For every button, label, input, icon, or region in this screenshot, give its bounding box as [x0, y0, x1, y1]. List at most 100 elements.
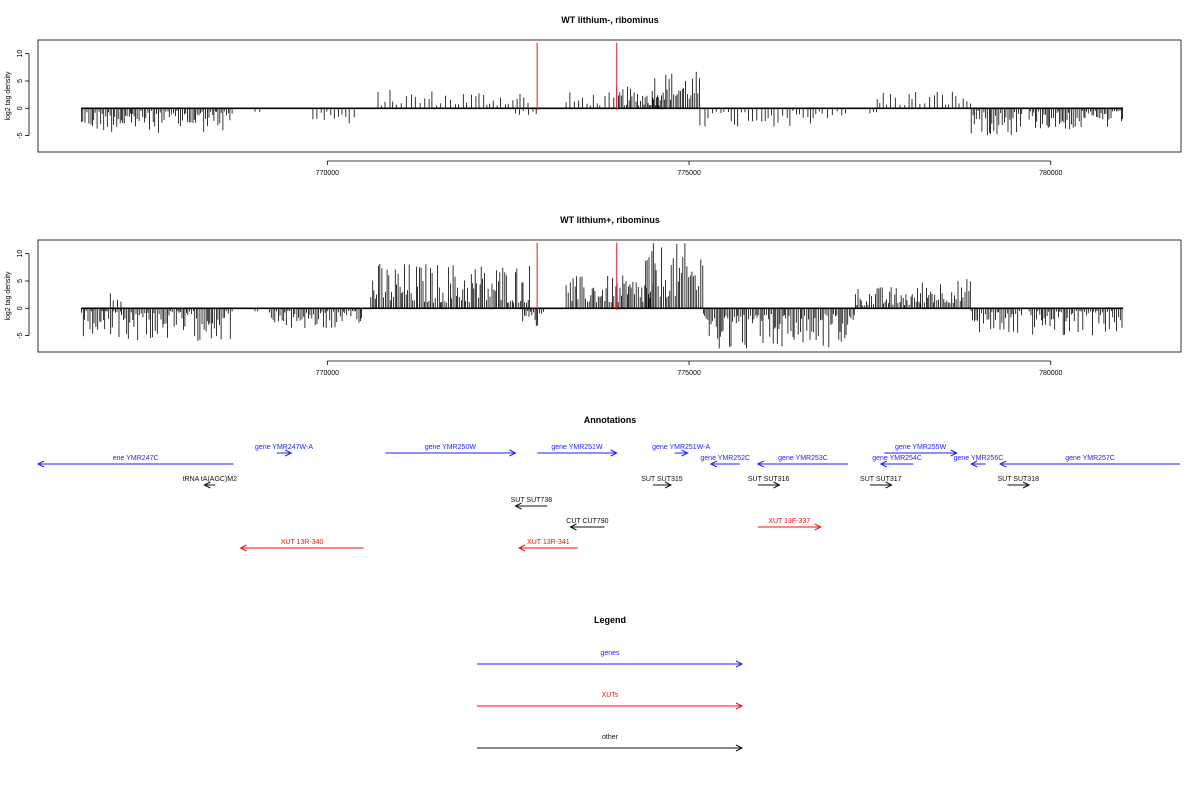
- y-axis-label: log2 tag density: [5, 71, 12, 121]
- feature-arrowhead: [203, 481, 211, 489]
- feature-arrowhead: [1022, 481, 1031, 489]
- bar-segment: [1028, 108, 1123, 130]
- feature-label: gene YMR250W: [425, 444, 477, 451]
- feature-annotation: SUT SUT318: [997, 476, 1039, 489]
- feature-label: gene YMR247W-A: [255, 444, 313, 451]
- bar-segment: [970, 308, 1022, 333]
- legend-label: other: [602, 734, 619, 741]
- bar-segment: [269, 308, 363, 329]
- feature-annotation: SUT SUT738: [511, 497, 553, 510]
- annotations-title: Annotations: [584, 415, 637, 425]
- y-axis-label: log2 tag density: [5, 271, 12, 321]
- bar-segment: [703, 308, 855, 349]
- x-tick-label: 775000: [677, 170, 700, 177]
- bar-segment: [920, 279, 971, 309]
- annotations-track: Annotations ene YMR247C gene YMR247W-A gen…: [36, 415, 1180, 552]
- bar-segment: [370, 263, 530, 309]
- axes: -5 0 5 10 770000 775000 780000: [17, 50, 1063, 177]
- feature-label: SUT SUT738: [511, 497, 553, 504]
- feature-annotation: gene YMR251W-A: [652, 444, 711, 457]
- y-tick-label: 10: [17, 50, 24, 58]
- feature-annotation: gene YMR251W: [537, 444, 618, 457]
- legend-label: XUTs: [602, 692, 619, 699]
- feature-annotation: gene YMR257C: [999, 455, 1180, 468]
- x-tick-label: 770000: [316, 370, 339, 377]
- feature-label: SUT SUT315: [641, 476, 683, 483]
- feature-label: XUT 13R-340: [281, 539, 324, 546]
- y-tick-label: 5: [17, 279, 24, 283]
- feature-annotation: XUT 13R-340: [239, 539, 364, 552]
- bar-segment: [1028, 308, 1123, 336]
- feature-label: gene YMR254C: [872, 455, 922, 462]
- feature-arrowhead: [36, 460, 45, 468]
- feature-arrowhead: [735, 660, 744, 668]
- track-title: WT lithium-, ribominus: [561, 15, 659, 25]
- axes: -5 0 5 10 770000 775000 780000: [17, 250, 1063, 377]
- feature-arrowhead: [509, 449, 517, 457]
- y-tick-label: 0: [17, 306, 24, 310]
- bar-segment: [616, 86, 660, 109]
- bar-segment: [645, 243, 704, 309]
- y-tick-label: 5: [17, 79, 24, 83]
- x-tick-label: 770000: [316, 170, 339, 177]
- feature-label: SUT SUT318: [997, 476, 1039, 483]
- feature-annotation: SUT SUT315: [641, 476, 683, 489]
- feature-arrowhead: [664, 481, 673, 489]
- legend-title: Legend: [594, 615, 626, 625]
- feature-annotation: CUT CUT790: [566, 518, 609, 531]
- plot-frame: [37, 39, 1182, 153]
- plot-frame: [37, 239, 1182, 353]
- y-tick-label: -5: [17, 132, 24, 138]
- feature-label: XUT 13F-337: [768, 518, 810, 525]
- track-lithium-plus: WT lithium+, ribominus log2 tag density …: [5, 215, 1182, 377]
- feature-arrowhead: [735, 744, 744, 752]
- feature-annotation: gene YMR252C: [700, 455, 750, 468]
- x-tick-label: 780000: [1039, 170, 1062, 177]
- feature-arrowhead: [970, 460, 978, 468]
- feature-label: tRNA tA(AGC)M2: [183, 476, 238, 483]
- feature-arrowhead: [814, 523, 822, 531]
- feature-annotation: tRNA tA(AGC)M2: [183, 476, 238, 489]
- bar-segment: [876, 91, 971, 109]
- bar-segment: [970, 108, 1023, 136]
- density-bars: [81, 242, 1124, 349]
- bar-segment: [81, 108, 233, 133]
- feature-arrowhead: [610, 449, 618, 457]
- legend-entry: genes: [477, 650, 744, 668]
- feature-label: gene YMR253C: [778, 455, 828, 462]
- track-lithium-minus: WT lithium-, ribominus log2 tag density …: [5, 15, 1182, 177]
- legend: Legend genes XUTs other: [477, 615, 744, 752]
- legend-label: genes: [600, 650, 620, 657]
- feature-label: SUT SUT316: [748, 476, 790, 483]
- bar-segment: [515, 108, 537, 115]
- feature-label: gene YMR252C: [700, 455, 750, 462]
- bar-segment: [699, 108, 846, 127]
- feature-label: gene YMR251W-A: [652, 444, 710, 451]
- feature-label: gene YMR257C: [1065, 455, 1115, 462]
- feature-label: gene YMR255W: [895, 444, 947, 451]
- y-tick-label: 10: [17, 250, 24, 258]
- feature-arrowhead: [756, 460, 765, 468]
- feature-annotation: gene YMR253C: [756, 455, 849, 468]
- bar-segment: [565, 275, 653, 309]
- feature-arrowhead: [681, 449, 689, 457]
- bar-segment: [855, 287, 921, 309]
- feature-label: CUT CUT790: [566, 518, 608, 525]
- feature-label: gene YMR256C: [954, 455, 1004, 462]
- feature-arrowhead: [879, 460, 888, 468]
- feature-arrowhead: [735, 702, 744, 710]
- feature-annotation: XUT 13F-337: [757, 518, 822, 531]
- track-title: WT lithium+, ribominus: [560, 215, 660, 225]
- feature-arrowhead: [709, 460, 718, 468]
- feature-arrowhead: [885, 481, 893, 489]
- feature-annotation: gene YMR256C: [954, 455, 1004, 468]
- bar-segment: [377, 89, 529, 109]
- feature-label: XUT 13R-341: [527, 539, 570, 546]
- feature-annotation: gene YMR254C: [872, 455, 922, 468]
- feature-annotation: gene YMR250W: [385, 444, 517, 457]
- density-bars: [81, 42, 1124, 136]
- feature-label: gene YMR251W: [551, 444, 603, 451]
- y-tick-label: 0: [17, 106, 24, 110]
- feature-arrowhead: [569, 523, 577, 531]
